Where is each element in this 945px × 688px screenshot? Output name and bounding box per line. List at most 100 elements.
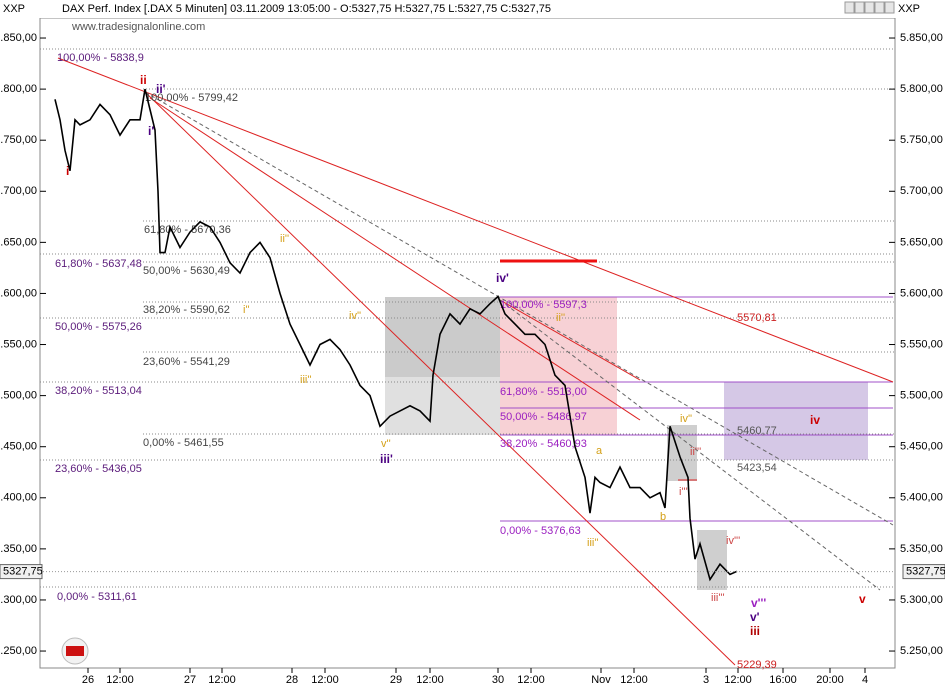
y-tick-label: 5.350,00: [0, 543, 37, 555]
annotation: iii': [380, 452, 393, 466]
annotation: i': [148, 124, 154, 138]
annotation: 50,00% - 5575,26: [55, 321, 142, 333]
annotation: 23,60% - 5436,05: [55, 463, 142, 475]
x-tick-label: 16:00: [769, 674, 797, 686]
y-tick-label: 5.600,00: [0, 287, 37, 299]
y-tick-label: 5.500,00: [900, 390, 943, 402]
y-tick-label: 5.450,00: [900, 441, 943, 453]
annotation: 100,00% - 5799,42: [145, 92, 238, 104]
x-tick-label: 3: [703, 674, 709, 686]
annotation: iii'': [587, 537, 599, 549]
right-label: XXP: [898, 3, 920, 15]
dashed-lines: [144, 91, 894, 591]
annotation: 5460,77: [737, 425, 777, 437]
annotation: 100,00% - 5838,9: [57, 52, 144, 64]
x-tick-label: 12:00: [311, 674, 339, 686]
x-tick-label: 4: [862, 674, 868, 686]
y-tick-label: 5.700,00: [900, 185, 943, 197]
annotation: v''': [751, 596, 766, 610]
y-tick-label: 5.400,00: [0, 492, 37, 504]
y-tick-label: 5.800,00: [900, 83, 943, 95]
button[interactable]: [874, 1, 885, 14]
y-tick-label: 5.500,00: [0, 390, 37, 402]
y-tick-label: 5.450,00: [0, 441, 37, 453]
annotation: 38,20% - 5460,93: [500, 438, 587, 450]
y-tick-label: 5.800,00: [0, 83, 37, 95]
button[interactable]: [884, 1, 895, 14]
annotation: iv''': [726, 535, 740, 547]
y-tick-label: 5.300,00: [900, 594, 943, 606]
annotation: 5229,39: [737, 659, 777, 671]
annotation: 5570,81: [737, 312, 777, 324]
button[interactable]: [854, 1, 865, 14]
y-tick-label: 5.550,00: [0, 338, 37, 350]
price-line: [54, 88, 738, 582]
annotation: v': [750, 610, 760, 624]
annotation: 100,00% - 5597,3: [500, 299, 587, 311]
x-tick-label: 12:00: [208, 674, 236, 686]
x-tick-label: 29: [390, 674, 402, 686]
trend-lines: [57, 57, 894, 666]
box: [724, 382, 868, 460]
annotation: iv'': [680, 413, 692, 425]
annotation: 0,00% - 5311,61: [57, 591, 137, 603]
annotation: i''': [679, 486, 688, 498]
y-tick-label: 5.250,00: [900, 645, 943, 657]
annotation: iv'': [349, 310, 361, 322]
annotation: i'': [243, 304, 250, 316]
annotation: 0,00% - 5461,55: [143, 437, 224, 449]
annotation: iii'': [300, 374, 312, 386]
watermark: www.tradesignalonline.com: [71, 21, 205, 33]
y-tick-label: 5.250,00: [0, 645, 37, 657]
left-label: XXP: [3, 3, 25, 15]
y-tick-label: 5.600,00: [900, 287, 943, 299]
toolbar[interactable]: [844, 1, 895, 14]
annotation: iii: [750, 624, 760, 638]
price-tag-label: 5327,75: [906, 566, 945, 578]
box: [385, 297, 500, 377]
price-tag: [902, 564, 945, 580]
x-tick-label: 27: [184, 674, 196, 686]
x-tick-label: 12:00: [724, 674, 752, 686]
annotation: ii''': [690, 446, 701, 458]
x-tick-label: 30: [492, 674, 504, 686]
annotation: iv': [496, 271, 509, 285]
annotation: 38,20% - 5590,62: [143, 304, 230, 316]
annotation: 61,80% - 5670,36: [144, 224, 231, 236]
annotation: ii'': [280, 233, 289, 245]
y-tick-label: 5.700,00: [0, 185, 37, 197]
annotation: b: [660, 511, 666, 523]
annotation: ii'': [556, 312, 565, 324]
y-tick-label: 5.750,00: [0, 134, 37, 146]
y-tick-label: 5.550,00: [900, 338, 943, 350]
annotation: iv: [810, 413, 820, 427]
x-tick-label: 12:00: [106, 674, 134, 686]
price-tag: [0, 564, 43, 580]
annotation: v: [859, 592, 866, 606]
y-tick-label: 5.850,00: [0, 32, 37, 44]
annotation: ii: [140, 73, 147, 87]
y-tick-label: 5.400,00: [900, 492, 943, 504]
annotation: 61,80% - 5637,48: [55, 258, 142, 270]
chart-title: DAX Perf. Index [.DAX 5 Minuten] 03.11.2…: [62, 3, 551, 15]
annotation: ii': [156, 82, 166, 96]
x-tick-label: 12:00: [620, 674, 648, 686]
annotation: v'': [381, 438, 391, 450]
header: [0, 0, 945, 18]
annotation: 61,80% - 5513,00: [500, 386, 587, 398]
x-tick-label: Nov: [591, 674, 611, 686]
annotation: 50,00% - 5486,97: [500, 411, 587, 423]
x-tick-label: 26: [82, 674, 94, 686]
x-tick-label: 20:00: [816, 674, 844, 686]
box: [697, 530, 727, 590]
price-tag-label: 5327,75: [3, 566, 43, 578]
button[interactable]: [844, 1, 855, 14]
annotation: 38,20% - 5513,04: [55, 385, 142, 397]
y-tick-label: 5.650,00: [0, 236, 37, 248]
annotation: 50,00% - 5630,49: [143, 265, 230, 277]
x-tick-label: 12:00: [416, 674, 444, 686]
y-tick-label: 5.350,00: [900, 543, 943, 555]
button[interactable]: [864, 1, 875, 14]
y-tick-label: 5.650,00: [900, 236, 943, 248]
